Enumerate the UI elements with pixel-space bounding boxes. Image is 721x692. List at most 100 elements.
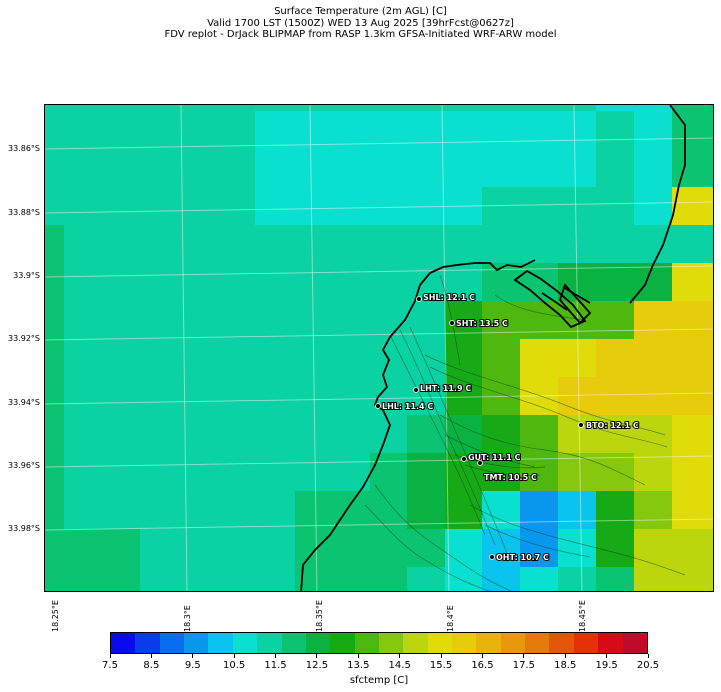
colorbar-swatch: [622, 633, 647, 653]
temperature-cell: [520, 301, 558, 339]
colorbar-tick-mark: [275, 654, 277, 658]
temperature-cell: [634, 529, 672, 567]
temperature-cell: [596, 225, 634, 263]
colorbar-swatch: [476, 633, 501, 653]
temperature-cell: [558, 529, 596, 567]
temperature-cell: [140, 111, 255, 187]
temperature-cell: [255, 415, 295, 453]
colorbar-tick-mark: [481, 654, 483, 658]
colorbar-tick-mark: [109, 654, 111, 658]
temperature-cell: [520, 187, 558, 225]
temperature-cell: [558, 105, 596, 111]
temperature-cell: [295, 187, 370, 225]
temperature-cell: [520, 567, 558, 591]
temperature-cell: [596, 105, 634, 111]
temperature-cell: [445, 377, 482, 415]
temperature-cell: [255, 529, 295, 567]
temperature-cell: [596, 339, 634, 377]
colorbar-tick-label: 10.5: [223, 660, 246, 671]
temperature-cell: [370, 105, 407, 111]
temperature-cell: [482, 491, 520, 529]
temperature-cell: [295, 453, 370, 491]
temperature-cell: [482, 301, 520, 339]
colorbar-swatch: [573, 633, 599, 653]
colorbar-swatch: [135, 633, 160, 653]
temperature-cell: [672, 187, 713, 225]
temperature-cell: [520, 263, 558, 301]
colorbar-swatch: [452, 633, 477, 653]
temperature-cell: [45, 105, 64, 111]
temperature-cell: [370, 301, 407, 339]
colorbar-tick-mark: [316, 654, 318, 658]
temperature-cell: [370, 187, 407, 225]
temperature-cell: [295, 111, 370, 187]
colorbar-swatch: [403, 633, 428, 653]
temperature-cell: [295, 263, 370, 301]
temperature-cell: [64, 187, 140, 225]
temperature-map: SHL: 12.1 C SHT: 13.5 C LHT: 11.9 C LHL: 11…: [44, 104, 714, 592]
temperature-cell: [64, 491, 140, 529]
temperature-cell: [520, 111, 558, 187]
colorbar-tick-label: 16.5: [471, 660, 494, 671]
title-line-3: FDV replot - DrJack BLIPMAP from RASP 1.…: [164, 29, 557, 40]
temperature-cell: [295, 301, 370, 339]
temperature-cell: [64, 529, 140, 567]
temperature-cell: [407, 453, 445, 491]
temperature-cell: [445, 263, 482, 301]
temperature-cell: [634, 187, 672, 225]
temperature-cell: [407, 415, 445, 453]
longitude-label: 18.35°E: [315, 600, 324, 632]
colorbar-swatch: [378, 633, 404, 653]
temperature-cell: [407, 225, 445, 263]
colorbar-swatch: [500, 633, 526, 653]
temperature-cell: [520, 415, 558, 453]
temperature-cell: [140, 339, 255, 377]
temperature-cell: [672, 263, 713, 301]
temperature-cell: [370, 529, 407, 567]
temperature-cell: [255, 453, 295, 491]
temperature-cell: [45, 111, 64, 187]
temperature-cell: [255, 263, 295, 301]
temperature-cell: [482, 263, 520, 301]
station-label: TMT: 10.5 C: [484, 473, 537, 482]
temperature-cell: [407, 187, 445, 225]
temperature-cell: [482, 415, 520, 453]
temperature-cell: [634, 301, 672, 339]
temperature-cell: [255, 301, 295, 339]
temperature-cell: [295, 339, 370, 377]
temperature-cell: [295, 377, 370, 415]
temperature-cell: [64, 339, 140, 377]
temperature-cell: [634, 415, 672, 453]
station-label: BTO: 12.1 C: [586, 421, 639, 430]
colorbar-tick-label: 18.5: [554, 660, 577, 671]
station-marker: [489, 554, 495, 560]
temperature-cell: [672, 415, 713, 453]
temperature-cell: [482, 529, 520, 567]
colorbar-swatch: [525, 633, 550, 653]
longitude-label: 18.3°E: [183, 605, 192, 632]
colorbar-swatch: [111, 633, 136, 653]
colorbar-tick-mark: [399, 654, 401, 658]
temperature-cell: [596, 377, 634, 415]
temperature-cell: [482, 225, 520, 263]
temperature-cell: [445, 301, 482, 339]
temperature-cell: [64, 377, 140, 415]
temperature-cell: [558, 453, 596, 491]
temperature-cell: [634, 111, 672, 187]
temperature-cell: [64, 453, 140, 491]
temperature-cell: [672, 491, 713, 529]
temperature-cell: [45, 339, 64, 377]
temperature-cell: [370, 377, 407, 415]
coastline: [300, 105, 686, 591]
temperature-cell: [445, 111, 482, 187]
temperature-cell: [255, 111, 295, 187]
colorbar-tick-label: 14.5: [388, 660, 411, 671]
temperature-cell: [445, 339, 482, 377]
temperature-cell: [482, 339, 520, 377]
temperature-cell: [445, 225, 482, 263]
temperature-cell: [482, 111, 520, 187]
temperature-cell: [520, 225, 558, 263]
temperature-cell: [140, 567, 255, 591]
temperature-cell: [45, 453, 64, 491]
temperature-cell: [255, 225, 295, 263]
